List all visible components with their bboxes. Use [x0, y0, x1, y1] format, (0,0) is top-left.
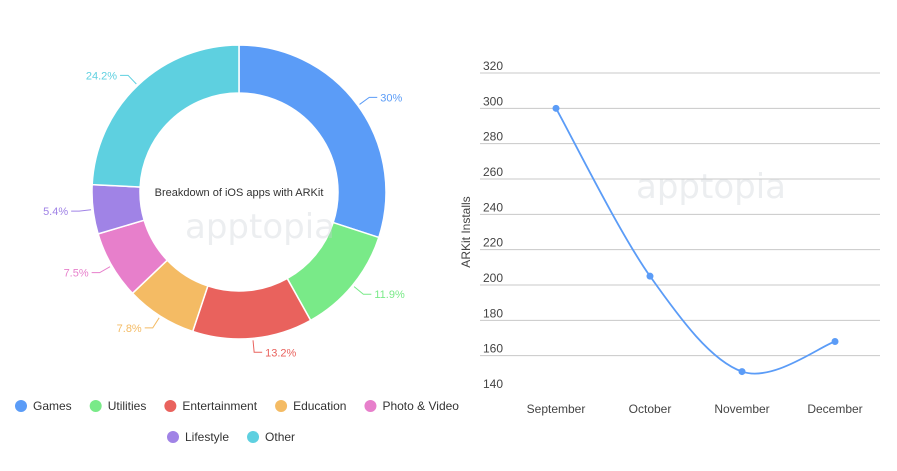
apptopia-watermark: apptopia: [636, 167, 786, 207]
legend-swatch-lifestyle: [167, 431, 179, 443]
legend-label-lifestyle: Lifestyle: [185, 430, 229, 444]
legend-swatch-other: [247, 431, 260, 443]
x-tick-label: October: [629, 402, 672, 416]
donut-slice-label: 7.5%: [64, 268, 89, 280]
donut-legend: Games Utilities Entertainment Education Phot…: [15, 399, 459, 444]
legend-swatch-games: [15, 400, 27, 412]
legend-swatch-utilities: [89, 400, 102, 412]
y-tick-label: 320: [483, 59, 503, 73]
donut-slice-label: 11.9%: [374, 289, 405, 301]
donut-leader-line: [71, 209, 92, 212]
donut-leader-line: [91, 266, 111, 274]
legend-swatch-education: [275, 400, 288, 412]
apptopia-watermark: apptopia: [185, 207, 335, 247]
donut-leader-line: [252, 340, 263, 353]
legend-swatch-entertainment: [164, 400, 177, 412]
y-tick-label: 280: [483, 130, 503, 144]
donut-slice-label: 13.2%: [265, 347, 296, 359]
line-point: [738, 368, 746, 376]
donut-center-title: Breakdown of iOS apps with ARKit: [155, 187, 324, 199]
line-chart: 140 160 180 200 220 240 260 280 300 320 apptopia Se…: [480, 59, 880, 416]
donut-leader-line: [359, 96, 378, 105]
y-tick-label: 240: [483, 200, 503, 214]
x-tick-label: December: [807, 402, 862, 416]
donut-slice-label: 5.4%: [43, 206, 68, 218]
y-tick-label: 200: [483, 271, 503, 285]
legend-label-entertainment: Entertainment: [182, 399, 257, 413]
line-point: [646, 272, 654, 280]
line-point: [831, 338, 839, 346]
donut-chart: 30% 11.9% 13.2% 7.8% 7.5% 5.4% 24.2%: [43, 44, 405, 359]
donut-slice-other: [91, 44, 240, 188]
x-tick-label: November: [714, 402, 769, 416]
legend-label-education: Education: [293, 399, 346, 413]
y-tick-label: 160: [483, 342, 503, 356]
line-point: [552, 104, 560, 112]
legend-label-utilities: Utilities: [108, 399, 147, 413]
donut-slice-label: 30%: [380, 92, 402, 104]
line-y-axis-title: ARKit Installs: [459, 196, 473, 267]
y-tick-label: 180: [483, 306, 503, 320]
y-tick-label: 220: [483, 236, 503, 250]
donut-leader-line: [144, 317, 160, 329]
legend-label-other: Other: [265, 430, 295, 444]
y-tick-label: 300: [483, 94, 503, 108]
line-series: [555, 107, 836, 375]
donut-watermark: apptopia: [185, 207, 335, 247]
x-tick-label: September: [527, 402, 586, 416]
legend-label-games: Games: [33, 399, 72, 413]
donut-leader-line: [353, 286, 372, 295]
legend-swatch-photo-video: [364, 400, 377, 412]
donut-slice-label: 24.2%: [86, 70, 117, 82]
donut-slice-label: 7.8%: [117, 323, 142, 335]
donut-slice-games: [238, 44, 387, 239]
donut-slice-entertainment: [191, 277, 312, 340]
donut-leader-line: [120, 74, 137, 85]
y-tick-label: 260: [483, 165, 503, 179]
legend-label-photo-video: Photo & Video: [382, 399, 459, 413]
y-tick-label: 140: [483, 377, 503, 391]
